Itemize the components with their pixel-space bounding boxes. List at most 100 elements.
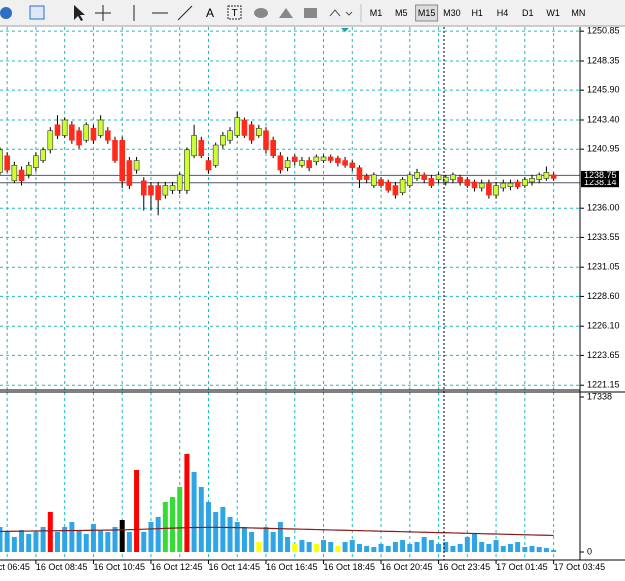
volume-bar <box>162 501 168 552</box>
volume-bar <box>543 547 549 552</box>
volume-bar <box>4 531 10 552</box>
timeframe-button[interactable]: H4 <box>497 8 509 18</box>
volume-bar <box>19 530 25 552</box>
candle-body <box>457 176 463 183</box>
volume-bar <box>277 521 283 552</box>
candle-body <box>543 172 550 179</box>
timeframe-active <box>415 4 439 22</box>
candle-body <box>227 130 233 141</box>
icon-rectangle[interactable] <box>304 8 317 18</box>
volume-bar <box>83 534 89 552</box>
candle-body <box>514 181 521 188</box>
icon-template[interactable] <box>29 5 45 20</box>
y-tick-label: 1250.85 <box>587 26 620 36</box>
price-line-box <box>581 170 619 180</box>
candle-body <box>105 130 111 141</box>
volume-bar <box>450 546 456 552</box>
volume-bar <box>0 526 3 552</box>
candle-body <box>0 149 3 173</box>
candle-body <box>406 174 413 186</box>
volume-bar <box>33 531 39 552</box>
timeframe-button[interactable]: MN <box>571 8 585 18</box>
volume-bar <box>364 546 370 552</box>
volume-bar <box>493 540 499 552</box>
candle-body <box>342 160 348 166</box>
tool-label-box[interactable] <box>227 5 242 20</box>
volume-bar <box>486 543 492 552</box>
x-tick-label: 17 Oct 03:45 <box>554 562 606 572</box>
volume-bar <box>40 526 46 552</box>
candle-body <box>140 180 147 196</box>
x-tick-label: 17 Oct 01:45 <box>496 562 548 572</box>
icon-triangle[interactable] <box>279 8 293 18</box>
volume-bar <box>170 497 176 552</box>
icon-trendline[interactable] <box>177 5 193 21</box>
candle-body <box>277 155 284 171</box>
candle-body <box>25 164 32 176</box>
candle-body <box>155 185 161 201</box>
volume-bar <box>198 487 204 552</box>
candle-body <box>371 174 377 186</box>
timeframe-button[interactable]: M15 <box>418 8 436 18</box>
icon-chart-zoom[interactable] <box>0 7 12 19</box>
moving-average <box>0 526 554 537</box>
candle-body <box>435 174 442 180</box>
axes: 1250.85 1248.35 1245.90 1243.40 1240.95 1236.… <box>0 26 620 572</box>
timeframe-button[interactable]: H1 <box>471 8 483 18</box>
icon-cursor[interactable] <box>74 5 85 21</box>
price-line-label: 1238.75 <box>584 170 617 180</box>
volume-bar <box>220 506 226 552</box>
timeframe-button[interactable]: W1 <box>546 8 560 18</box>
candle-body <box>550 174 557 179</box>
volume-bar <box>464 536 470 552</box>
volume-bar <box>522 546 528 552</box>
volume-bar <box>507 543 513 552</box>
timeframe-button[interactable]: M30 <box>443 8 461 18</box>
volume-bar <box>551 550 557 552</box>
timeframe-button[interactable]: M1 <box>370 8 383 18</box>
candle-body <box>442 176 449 183</box>
volume-bar <box>98 530 104 552</box>
candle-body <box>18 169 25 182</box>
candle-body <box>421 174 427 180</box>
candle-body <box>83 124 90 141</box>
candle-body <box>529 178 535 183</box>
y-tick-label: 1228.60 <box>587 291 620 301</box>
y-tick-label: 1243.40 <box>587 114 620 124</box>
icon-ellipse[interactable] <box>254 8 268 18</box>
candle-body <box>76 130 82 146</box>
icon-arrows[interactable] <box>329 9 353 17</box>
x-tick-label: 16 Oct 20:45 <box>381 562 433 572</box>
volume-bar <box>392 541 398 552</box>
volume-bar <box>407 543 413 552</box>
volume-bar <box>155 516 161 552</box>
candle-body <box>11 164 18 182</box>
chart-shift-marker[interactable] <box>341 28 349 32</box>
x-tick-label: 16 Oct 23:45 <box>439 562 491 572</box>
candle-body <box>378 179 384 186</box>
candle-body <box>191 135 197 157</box>
price-line-box <box>581 178 619 188</box>
candle-body <box>299 160 305 166</box>
icon-crosshair[interactable] <box>95 5 111 21</box>
candle-body <box>256 128 262 136</box>
y-tick-label: 1223.65 <box>587 350 620 360</box>
volume-bar <box>234 521 240 552</box>
timeframe-button[interactable]: D1 <box>522 8 534 18</box>
volume-bar <box>356 543 362 552</box>
volume-bar <box>335 546 341 552</box>
y-tick-label: 1248.35 <box>587 55 620 65</box>
volume-bar <box>112 526 118 552</box>
y-tick-label: 0 <box>587 546 592 556</box>
volume-bar <box>69 521 75 552</box>
y-tick-label: 1221.15 <box>587 380 620 390</box>
tool-text[interactable]: A <box>206 6 214 20</box>
volume-bar <box>270 531 276 552</box>
candle-body <box>363 175 370 180</box>
candle-body <box>176 174 183 191</box>
timeframe-button[interactable]: M5 <box>395 8 408 18</box>
tool-label[interactable]: T <box>231 8 237 19</box>
volume-bar <box>371 546 377 552</box>
